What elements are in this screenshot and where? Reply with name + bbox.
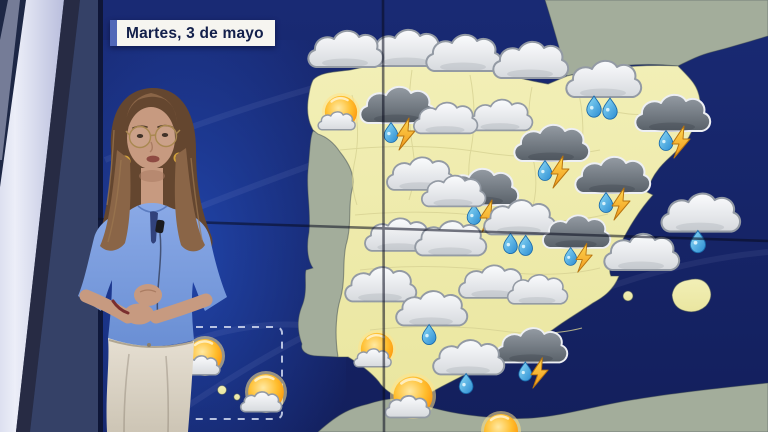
wall-left-bezel <box>96 0 103 432</box>
presenter-nose <box>149 141 153 153</box>
trousers-waistband <box>108 339 194 348</box>
balearic-islands <box>622 278 712 313</box>
presenter-hair-highlights <box>106 129 203 243</box>
blouse-keyhole <box>150 211 158 244</box>
presenter-mouth <box>146 155 160 163</box>
presenter-glasses <box>125 124 181 149</box>
video-wall-map <box>96 0 768 432</box>
trousers-creases <box>123 353 170 432</box>
presenter-hair-strand-left <box>100 150 131 251</box>
presenter <box>78 87 227 432</box>
studio-left-wall <box>0 0 98 432</box>
studio-panel-edge <box>16 0 80 432</box>
studio-light-panel <box>0 0 64 432</box>
studio-back-wall <box>30 0 98 432</box>
presenter-forearm-right <box>149 293 213 324</box>
presenter-hand-right <box>134 284 162 306</box>
seam-horizontal <box>97 217 768 243</box>
video-wall-seams <box>97 0 768 432</box>
presenter-hair-strand-right <box>174 148 205 252</box>
presenter-hand-left <box>124 303 154 325</box>
trousers-button <box>147 343 151 347</box>
date-banner: Martes, 3 de mayo <box>110 20 275 46</box>
seam-vertical <box>381 0 386 432</box>
studio-edge-highlight <box>0 0 20 160</box>
presenter-bracelet <box>111 299 130 315</box>
date-banner-label: Martes, 3 de mayo <box>117 20 275 46</box>
date-banner-accent-bar <box>110 20 117 46</box>
lapel-microphone <box>155 219 165 234</box>
presenter-trousers <box>106 338 194 432</box>
presenter-eyes <box>136 133 169 138</box>
canary-dashed-box <box>161 326 283 420</box>
